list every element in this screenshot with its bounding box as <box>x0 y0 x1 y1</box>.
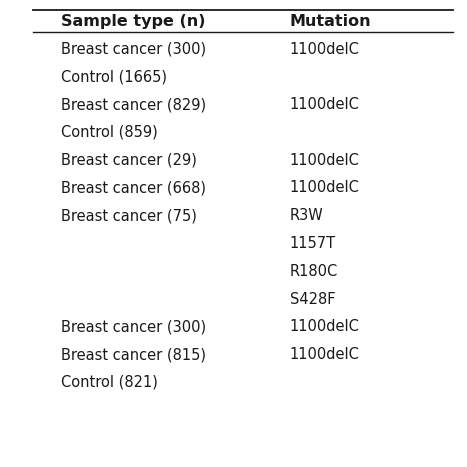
Text: Control (859): Control (859) <box>61 125 157 140</box>
Text: 1100delC: 1100delC <box>290 153 360 168</box>
Text: 1100delC: 1100delC <box>290 347 360 362</box>
Text: Control (821): Control (821) <box>61 375 157 390</box>
Text: Breast cancer (300): Breast cancer (300) <box>61 319 206 334</box>
Text: Breast cancer (300): Breast cancer (300) <box>61 42 206 57</box>
Text: 1100delC: 1100delC <box>290 97 360 112</box>
Text: 1100delC: 1100delC <box>290 42 360 57</box>
Text: Breast cancer (29): Breast cancer (29) <box>61 153 197 168</box>
Text: Breast cancer (815): Breast cancer (815) <box>61 347 205 362</box>
Text: R180C: R180C <box>290 264 338 279</box>
Text: Mutation: Mutation <box>290 14 371 28</box>
Text: S428F: S428F <box>290 291 335 307</box>
Text: Breast cancer (829): Breast cancer (829) <box>61 97 206 112</box>
Text: 1100delC: 1100delC <box>290 180 360 196</box>
Text: 1100delC: 1100delC <box>290 319 360 334</box>
Text: R3W: R3W <box>290 208 323 223</box>
Text: Control (1665): Control (1665) <box>61 69 167 85</box>
Text: Breast cancer (668): Breast cancer (668) <box>61 180 205 196</box>
Text: 1157T: 1157T <box>290 236 336 251</box>
Text: Sample type (n): Sample type (n) <box>61 14 205 28</box>
Text: Breast cancer (75): Breast cancer (75) <box>61 208 197 223</box>
